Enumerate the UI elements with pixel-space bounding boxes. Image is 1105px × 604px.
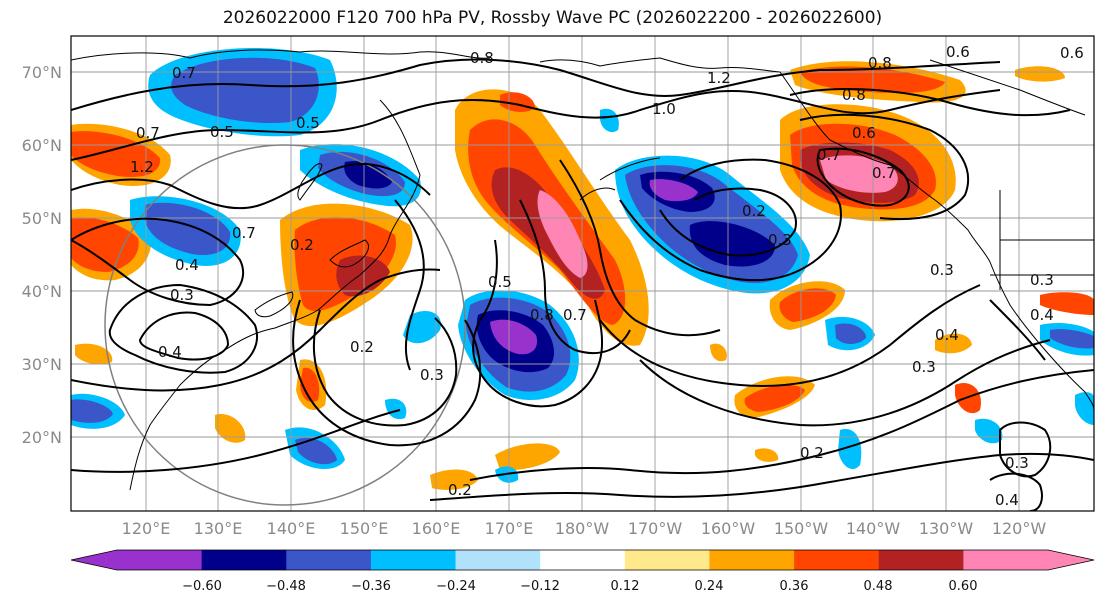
colorbar-tick-label: −0.24 — [436, 579, 476, 594]
latitude-labels: 70°N 60°N 50°N 40°N 30°N 20°N — [22, 63, 62, 447]
lat-label: 20°N — [22, 428, 62, 447]
contour-label: 0.3 — [420, 366, 444, 384]
lon-label: 160°W — [701, 519, 756, 538]
contour-label: 0.7 — [563, 306, 587, 324]
contour-label: 0.2 — [350, 338, 374, 356]
colorbar-tick-label: −0.48 — [266, 579, 306, 594]
lat-label: 40°N — [22, 282, 62, 301]
contour-label: 0.7 — [872, 164, 896, 182]
colorbar-tick-label: 0.36 — [780, 579, 809, 594]
contour-label: 0.6 — [852, 124, 876, 142]
colorbar-segment — [878, 550, 964, 570]
colorbar-extend-low — [71, 550, 117, 570]
contour-label: 0.6 — [1060, 44, 1084, 62]
lon-label: 150°E — [340, 519, 389, 538]
contour-label: 0.4 — [1030, 306, 1054, 324]
contour-labels: 0.7 0.8 1.2 0.5 0.6 0.5 0.8 1.0 0.7 1.2 … — [130, 43, 1084, 509]
longitude-labels: 120°E 130°E 140°E 150°E 160°E 170°E 180°… — [122, 519, 1047, 538]
colorbar-tick-label: 0.48 — [864, 579, 893, 594]
lon-label: 150°W — [774, 519, 829, 538]
contour-label: 0.3 — [768, 231, 792, 249]
lon-label: 120°E — [122, 519, 171, 538]
contour-label: 0.7 — [172, 64, 196, 82]
lon-label: 130°E — [194, 519, 243, 538]
contour-label: 0.2 — [290, 236, 314, 254]
colorbar-tick-label: −0.60 — [182, 579, 222, 594]
colorbar-segment — [794, 550, 880, 570]
colorbar-segment — [117, 550, 203, 570]
contour-label: 0.3 — [170, 286, 194, 304]
lon-label: 140°E — [267, 519, 316, 538]
contour-label: 0.7 — [136, 124, 160, 142]
colorbar-segment — [455, 550, 541, 570]
plot-frame — [70, 35, 1095, 512]
contour-label: 0.4 — [995, 491, 1019, 509]
colorbar-tick-label: −0.12 — [520, 579, 560, 594]
pv-contours — [71, 58, 1094, 511]
colorbar-extend-high — [1048, 550, 1094, 570]
colorbar-segment — [709, 550, 795, 570]
colorbar-segment — [286, 550, 372, 570]
colorbar-outline — [70, 549, 1095, 571]
colorbar-tick-label: 0.60 — [949, 579, 978, 594]
contour-label: 0.2 — [742, 202, 766, 220]
lon-label: 180°W — [555, 519, 610, 538]
lon-label: 170°W — [628, 519, 683, 538]
contour-label: 0.8 — [842, 86, 866, 104]
lat-label: 70°N — [22, 63, 62, 82]
contour-label: 0.6 — [946, 43, 970, 61]
region-circle — [104, 144, 466, 506]
contour-label: 0.8 — [470, 49, 494, 67]
lon-label: 160°E — [412, 519, 461, 538]
lat-label: 60°N — [22, 136, 62, 155]
colorbar-tick-label: −0.36 — [351, 579, 391, 594]
contour-label: 0.3 — [930, 261, 954, 279]
map-plot-area: 0.7 0.8 1.2 0.5 0.6 0.5 0.8 1.0 0.7 1.2 … — [71, 36, 1094, 511]
map-gridlines — [71, 36, 1094, 511]
contour-label: 0.2 — [448, 481, 472, 499]
contour-label: 0.5 — [296, 114, 320, 132]
contour-label: 0.4 — [175, 256, 199, 274]
lon-label: 140°W — [846, 519, 901, 538]
contour-label: 0.4 — [158, 343, 182, 361]
contour-label: 0.7 — [817, 146, 841, 164]
colorbar-segment — [370, 550, 457, 570]
colorbar-segment — [963, 550, 1049, 570]
contour-label: 1.2 — [130, 158, 154, 176]
contour-label: 0.3 — [1005, 454, 1029, 472]
colorbar-segment — [540, 550, 626, 570]
contour-label: 0.5 — [210, 123, 234, 141]
map-title: 2026022000 F120 700 hPa PV, Rossby Wave … — [222, 8, 883, 28]
contour-label: 0.3 — [912, 358, 936, 376]
contour-label: 0.4 — [935, 326, 959, 344]
lat-label: 30°N — [22, 355, 62, 374]
lon-label: 170°E — [485, 519, 534, 538]
contour-label: 0.8 — [868, 54, 892, 72]
colorbar — [70, 549, 1095, 571]
colorbar-segment — [624, 550, 710, 570]
contour-label: 1.0 — [652, 100, 676, 118]
lat-label: 50°N — [22, 209, 62, 228]
contour-label: 0.5 — [488, 273, 512, 291]
contour-label: 0.8 — [530, 306, 554, 324]
contour-label: 0.3 — [1030, 271, 1054, 289]
contour-label: 0.2 — [800, 444, 824, 462]
lon-label: 130°W — [919, 519, 974, 538]
contour-label: 0.7 — [232, 224, 256, 242]
colorbar-tick-labels: −0.60 −0.48 −0.36 −0.24 −0.12 0.12 0.24 … — [182, 579, 977, 594]
colorbar-tick-label: 0.12 — [611, 579, 640, 594]
colorbar-segment — [201, 550, 287, 570]
lon-label: 120°W — [992, 519, 1047, 538]
colorbar-tick-label: 0.24 — [695, 579, 724, 594]
contour-label: 1.2 — [707, 69, 731, 87]
